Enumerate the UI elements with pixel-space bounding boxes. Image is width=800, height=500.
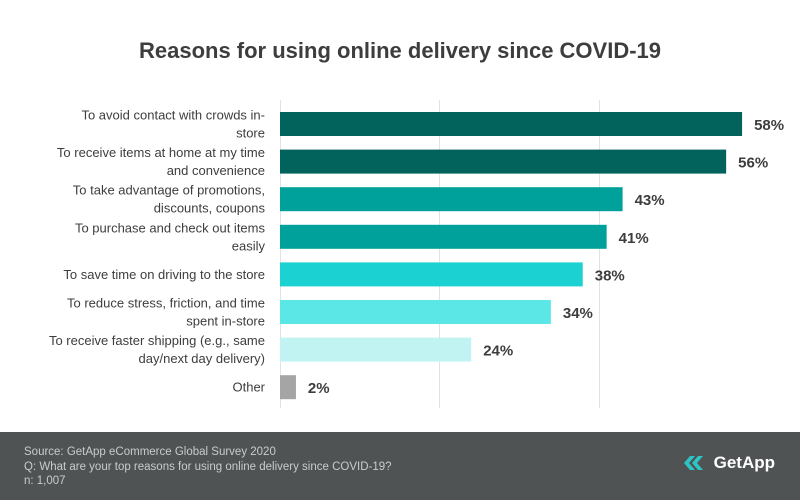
bar-chart: 58% To avoid contact with crowds in-store… bbox=[49, 100, 784, 408]
category-label-line: store bbox=[236, 126, 265, 141]
category-label-line: and convenience bbox=[167, 163, 265, 178]
value-label-4: 41% bbox=[619, 230, 649, 247]
category-label-line: To avoid contact with crowds in- bbox=[81, 108, 265, 123]
chart-title: Reasons for using online delivery since … bbox=[138, 38, 662, 63]
bar-6 bbox=[280, 300, 551, 324]
category-label-line: day/next day delivery) bbox=[139, 351, 265, 366]
category-label-line: To receive items at home at my time bbox=[57, 145, 265, 160]
category-label-8: Other bbox=[232, 380, 265, 395]
value-label-8: 2% bbox=[308, 380, 330, 397]
getapp-logo: GetApp bbox=[683, 453, 775, 473]
category-label-line: To purchase and check out items bbox=[75, 220, 266, 235]
value-label-5: 38% bbox=[595, 267, 625, 284]
value-label-2: 56% bbox=[738, 155, 768, 172]
category-label-line: To save time on driving to the store bbox=[63, 267, 265, 282]
category-label-7: To receive faster shipping (e.g., same da… bbox=[49, 333, 265, 366]
category-label-1: To avoid contact with crowds in-store bbox=[81, 108, 265, 141]
question-note: Q: What are your top reasons for using o… bbox=[24, 460, 392, 473]
category-label-line: spent in-store bbox=[186, 314, 265, 329]
getapp-chevron-icon bbox=[683, 456, 703, 470]
category-label-4: To purchase and check out items easily bbox=[75, 220, 266, 253]
bar-1 bbox=[280, 112, 743, 136]
bar-3 bbox=[280, 187, 623, 212]
value-label-1: 58% bbox=[754, 117, 784, 134]
value-label-6: 34% bbox=[563, 305, 593, 322]
category-label-line: To take advantage of promotions, bbox=[73, 183, 265, 198]
category-label-line: discounts, coupons bbox=[154, 201, 266, 216]
brand-name: GetApp bbox=[713, 453, 775, 472]
bar-2 bbox=[280, 149, 727, 174]
value-label-7: 24% bbox=[483, 343, 513, 360]
category-label-5: To save time on driving to the store bbox=[63, 267, 265, 282]
footer: Source: GetApp eCommerce Global Survey 2… bbox=[0, 432, 800, 500]
sample-size-note: n: 1,007 bbox=[24, 475, 66, 487]
category-label-line: To receive faster shipping (e.g., same bbox=[49, 333, 265, 348]
category-label-line: To reduce stress, friction, and time bbox=[67, 296, 265, 311]
bar-8 bbox=[280, 375, 296, 400]
footer-notes: Source: GetApp eCommerce Global Survey 2… bbox=[24, 445, 392, 489]
bar-4 bbox=[280, 224, 607, 249]
value-label-3: 43% bbox=[635, 192, 665, 209]
bar-7 bbox=[280, 337, 472, 362]
source-note: Source: GetApp eCommerce Global Survey 2… bbox=[24, 446, 276, 458]
category-label-2: To receive items at home at my time and c… bbox=[57, 145, 265, 178]
category-label-line: easily bbox=[232, 238, 266, 253]
category-label-line: Other bbox=[232, 380, 265, 395]
category-label-3: To take advantage of promotions, discount… bbox=[73, 183, 266, 216]
bar-5 bbox=[280, 262, 583, 287]
category-label-6: To reduce stress, friction, and time spen… bbox=[67, 296, 265, 329]
